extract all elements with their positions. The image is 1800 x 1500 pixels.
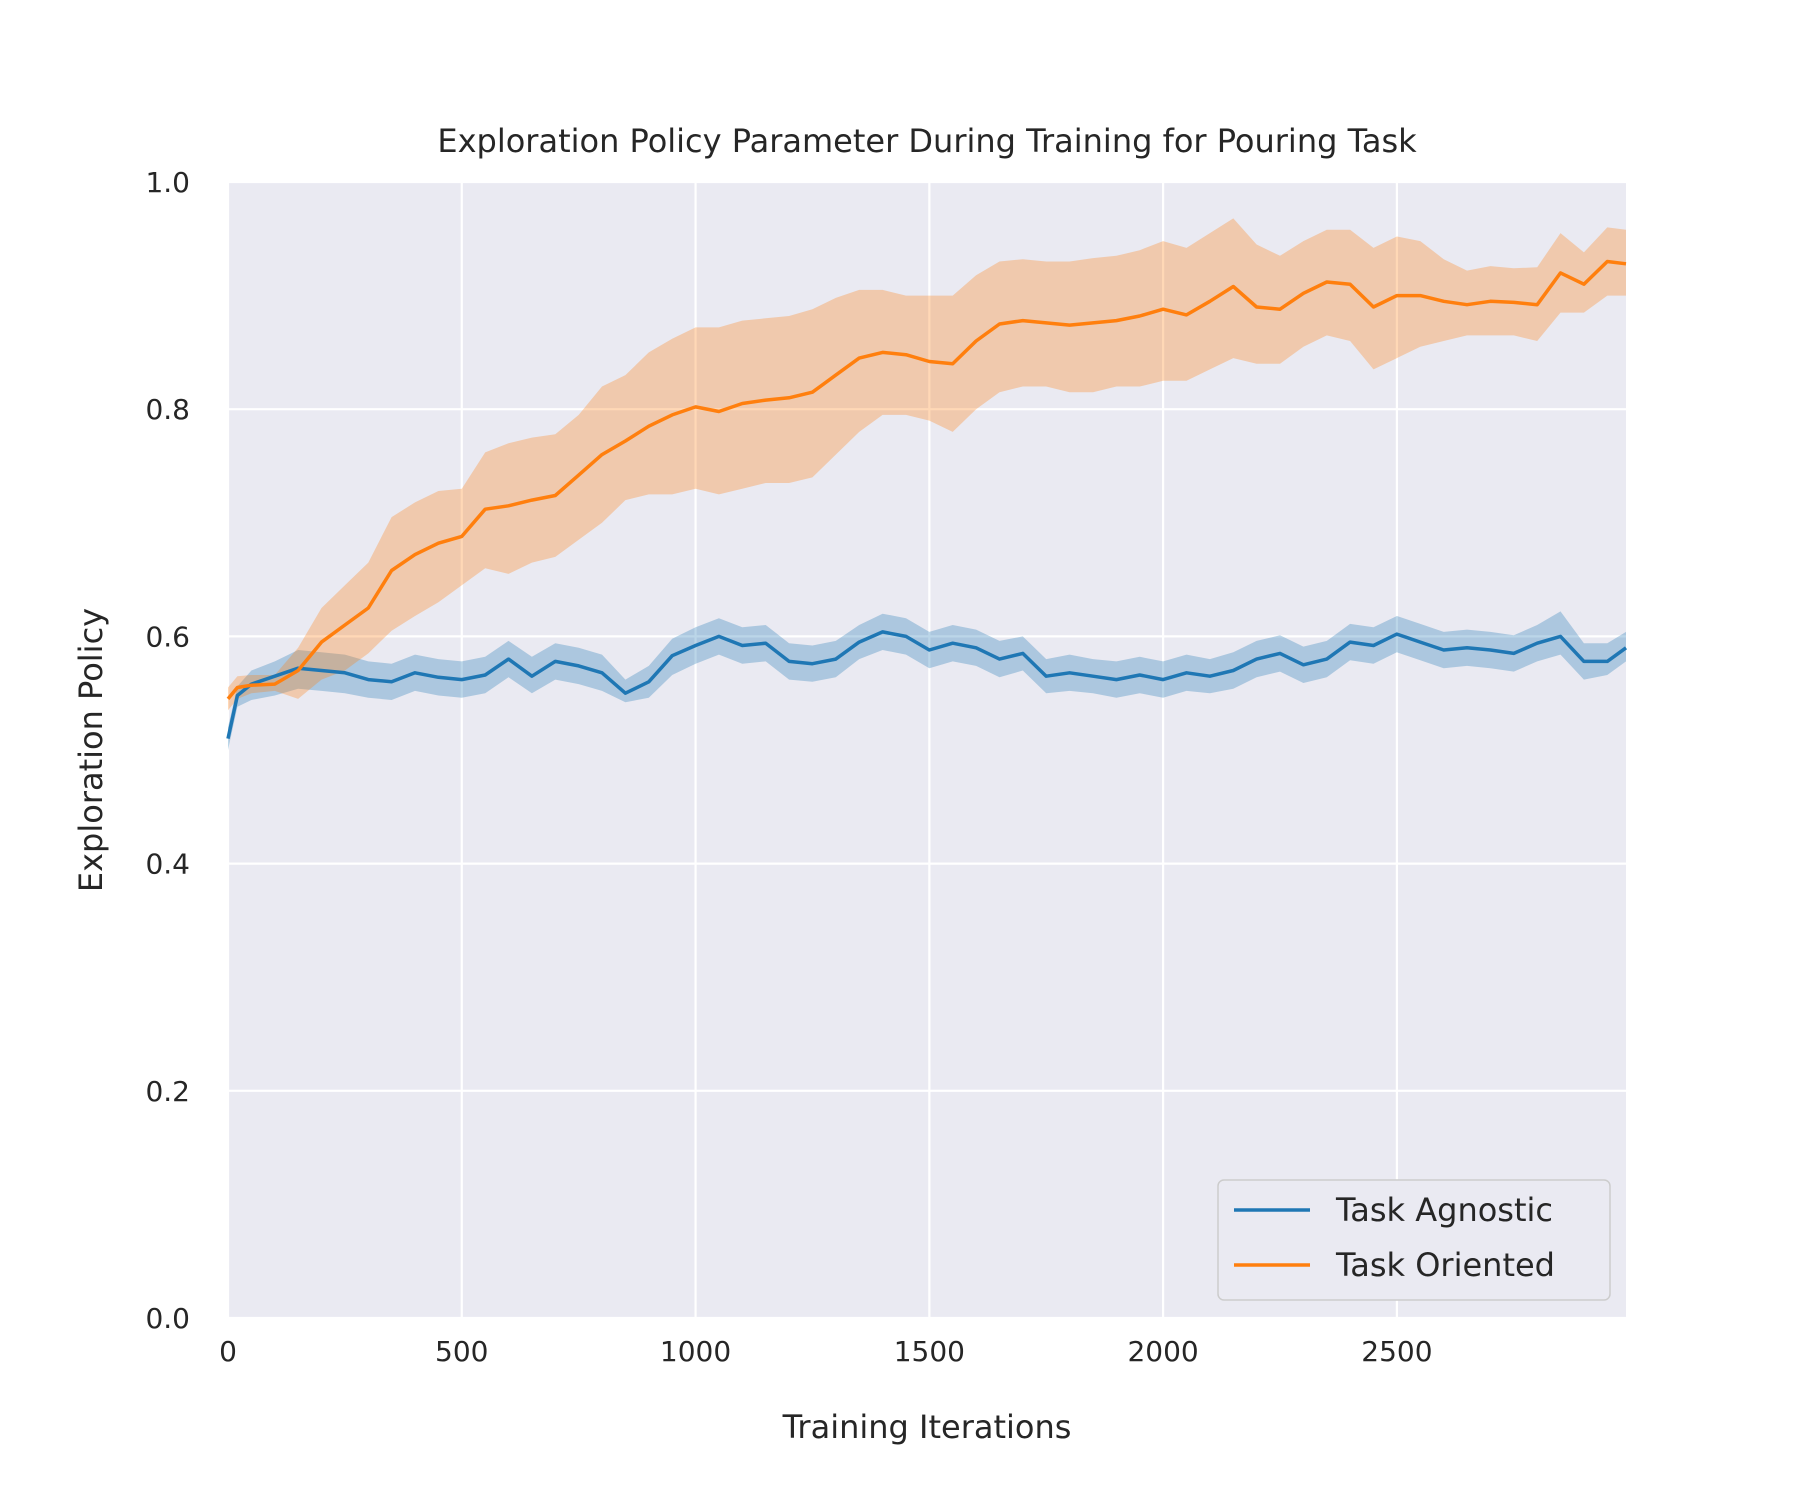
series-lines: [226, 259, 1628, 739]
x-axis-label: Training Iterations: [782, 1408, 1072, 1446]
y-tick-label: 0.0: [145, 1302, 190, 1335]
x-tick-label: 2000: [1127, 1335, 1198, 1368]
confidence-band-task-agnostic: [228, 611, 1626, 750]
y-tick-label: 0.6: [145, 620, 190, 653]
x-tick-label: 1000: [660, 1335, 731, 1368]
x-axis-ticks: 0 500 1000 1500 2000 2500: [219, 1335, 1432, 1368]
x-tick-label: 500: [435, 1335, 488, 1368]
x-tick-label: 1500: [894, 1335, 965, 1368]
y-tick-label: 0.8: [145, 393, 190, 426]
grid: [226, 180, 1626, 1320]
legend: Task Agnostic Task Oriented: [1217, 1179, 1611, 1301]
y-tick-label: 0.4: [145, 848, 190, 881]
chart-title: Exploration Policy Parameter During Trai…: [437, 122, 1417, 160]
series-line-task-agnostic: [226, 630, 1628, 739]
x-tick-label: 0: [219, 1335, 237, 1368]
y-axis-label: Exploration Policy: [72, 608, 110, 892]
y-tick-label: 0.2: [145, 1075, 190, 1108]
x-tick-label: 2500: [1361, 1335, 1432, 1368]
y-axis-ticks: 0.0 0.2 0.4 0.6 0.8 1.0: [145, 166, 190, 1335]
confidence-band-task-oriented: [228, 218, 1626, 711]
legend-label-task-agnostic: Task Agnostic: [1335, 1191, 1553, 1229]
series-line-task-oriented: [226, 259, 1627, 701]
confidence-bands: [228, 218, 1626, 750]
legend-box: [1217, 1179, 1611, 1301]
y-tick-label: 1.0: [145, 166, 190, 199]
legend-label-task-oriented: Task Oriented: [1335, 1246, 1555, 1284]
